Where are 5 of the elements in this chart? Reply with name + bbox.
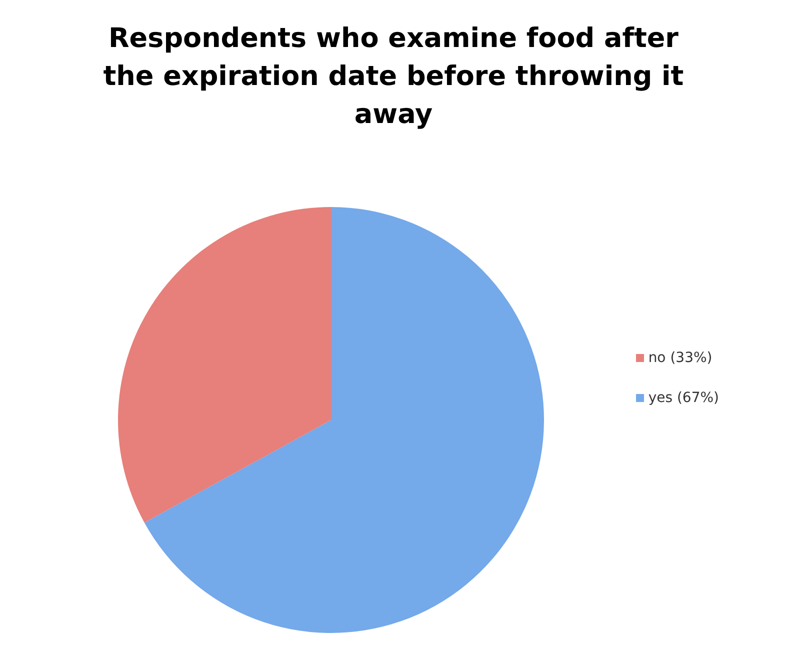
pie-slice (144, 207, 544, 633)
legend-label: yes (67%) (648, 390, 719, 406)
legend-label: no (33%) (648, 350, 712, 366)
pie-slice (118, 207, 331, 523)
chart-title: Respondents who examine food after the expiration date before throwing it away (102, 22, 685, 132)
